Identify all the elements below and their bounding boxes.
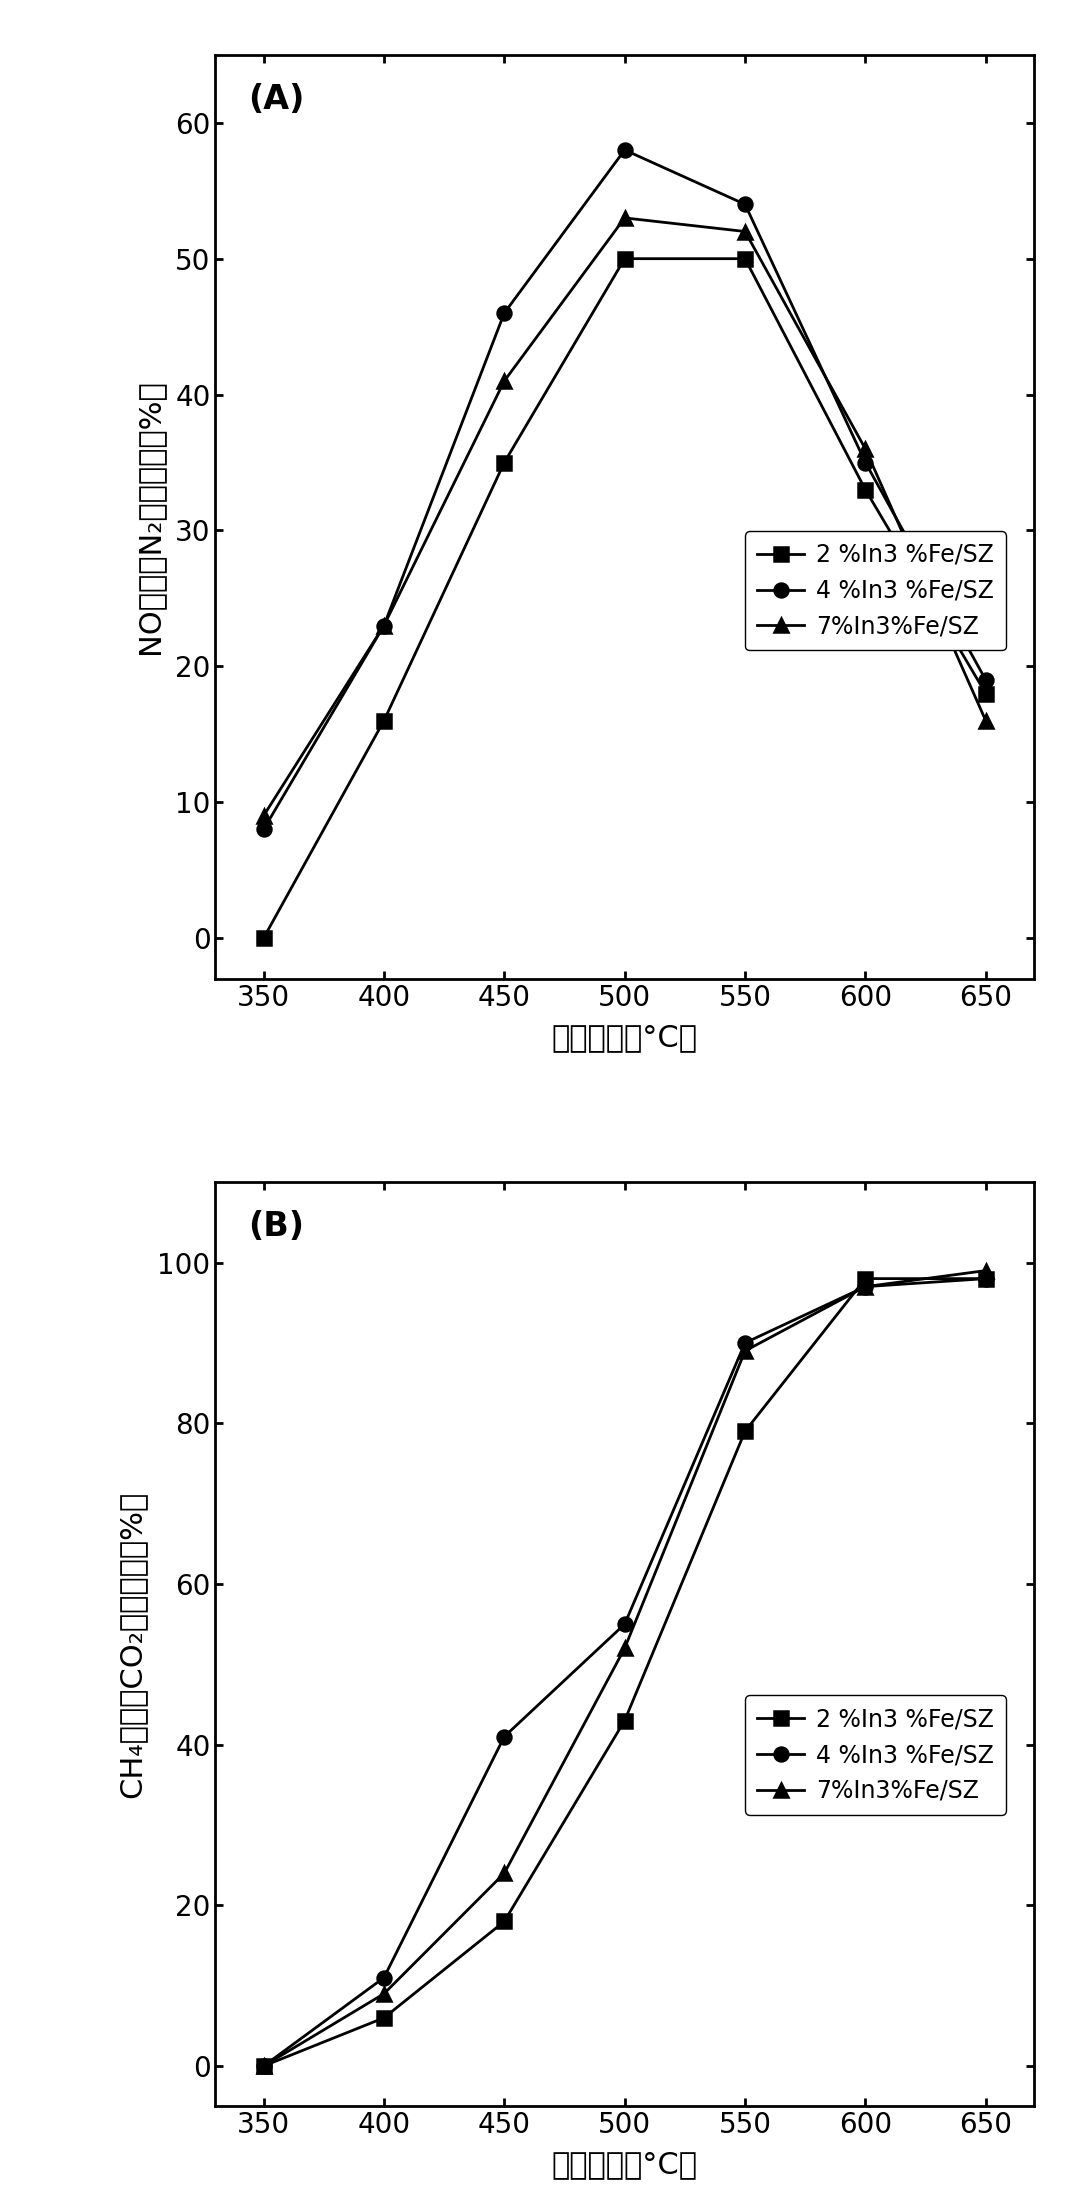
4 %In3 %Fe/SZ	[739, 1330, 752, 1356]
7%In3%Fe/SZ	[257, 803, 270, 829]
4 %In3 %Fe/SZ	[498, 1724, 510, 1751]
2 %In3 %Fe/SZ	[739, 246, 752, 272]
4 %In3 %Fe/SZ	[859, 450, 872, 476]
4 %In3 %Fe/SZ	[979, 1266, 992, 1292]
4 %In3 %Fe/SZ	[859, 1273, 872, 1299]
Line: 2 %In3 %Fe/SZ: 2 %In3 %Fe/SZ	[256, 252, 993, 946]
2 %In3 %Fe/SZ	[859, 476, 872, 502]
Legend: 2 %In3 %Fe/SZ, 4 %In3 %Fe/SZ, 7%In3%Fe/SZ: 2 %In3 %Fe/SZ, 4 %In3 %Fe/SZ, 7%In3%Fe/S…	[745, 531, 1006, 649]
7%In3%Fe/SZ	[618, 1635, 631, 1661]
7%In3%Fe/SZ	[859, 437, 872, 463]
2 %In3 %Fe/SZ	[377, 706, 390, 733]
Line: 7%In3%Fe/SZ: 7%In3%Fe/SZ	[256, 1264, 993, 2073]
4 %In3 %Fe/SZ	[979, 667, 992, 693]
Legend: 2 %In3 %Fe/SZ, 4 %In3 %Fe/SZ, 7%In3%Fe/SZ: 2 %In3 %Fe/SZ, 4 %In3 %Fe/SZ, 7%In3%Fe/S…	[745, 1696, 1006, 1814]
4 %In3 %Fe/SZ	[377, 612, 390, 638]
4 %In3 %Fe/SZ	[618, 1610, 631, 1637]
7%In3%Fe/SZ	[859, 1273, 872, 1299]
Line: 4 %In3 %Fe/SZ: 4 %In3 %Fe/SZ	[256, 143, 993, 836]
2 %In3 %Fe/SZ	[979, 1266, 992, 1292]
X-axis label: 反应温度（°C）: 反应温度（°C）	[551, 2150, 698, 2179]
7%In3%Fe/SZ	[498, 369, 510, 395]
X-axis label: 反应温度（°C）: 反应温度（°C）	[551, 1022, 698, 1051]
2 %In3 %Fe/SZ	[739, 1417, 752, 1444]
Line: 2 %In3 %Fe/SZ: 2 %In3 %Fe/SZ	[256, 1273, 993, 2073]
2 %In3 %Fe/SZ	[618, 246, 631, 272]
4 %In3 %Fe/SZ	[618, 136, 631, 162]
7%In3%Fe/SZ	[739, 219, 752, 246]
2 %In3 %Fe/SZ	[498, 1909, 510, 1935]
4 %In3 %Fe/SZ	[257, 816, 270, 842]
Y-axis label: CH₄转化为CO₂的转化率（%）: CH₄转化为CO₂的转化率（%）	[117, 1490, 146, 1797]
2 %In3 %Fe/SZ	[979, 680, 992, 706]
2 %In3 %Fe/SZ	[498, 450, 510, 476]
7%In3%Fe/SZ	[377, 612, 390, 638]
2 %In3 %Fe/SZ	[257, 2054, 270, 2080]
7%In3%Fe/SZ	[979, 1257, 992, 1283]
7%In3%Fe/SZ	[498, 1861, 510, 1887]
Line: 7%In3%Fe/SZ: 7%In3%Fe/SZ	[256, 211, 993, 823]
4 %In3 %Fe/SZ	[377, 1964, 390, 1990]
2 %In3 %Fe/SZ	[377, 2005, 390, 2032]
Text: (B): (B)	[248, 1209, 304, 1244]
4 %In3 %Fe/SZ	[257, 2054, 270, 2080]
7%In3%Fe/SZ	[257, 2054, 270, 2080]
4 %In3 %Fe/SZ	[739, 191, 752, 217]
7%In3%Fe/SZ	[979, 706, 992, 733]
Y-axis label: NO转化为N₂的转化率（%）: NO转化为N₂的转化率（%）	[135, 380, 164, 654]
7%In3%Fe/SZ	[739, 1338, 752, 1365]
2 %In3 %Fe/SZ	[257, 926, 270, 952]
2 %In3 %Fe/SZ	[618, 1707, 631, 1733]
2 %In3 %Fe/SZ	[859, 1266, 872, 1292]
Text: (A): (A)	[248, 83, 305, 116]
7%In3%Fe/SZ	[618, 204, 631, 230]
4 %In3 %Fe/SZ	[498, 301, 510, 327]
Line: 4 %In3 %Fe/SZ: 4 %In3 %Fe/SZ	[256, 1273, 993, 2073]
7%In3%Fe/SZ	[377, 1981, 390, 2008]
